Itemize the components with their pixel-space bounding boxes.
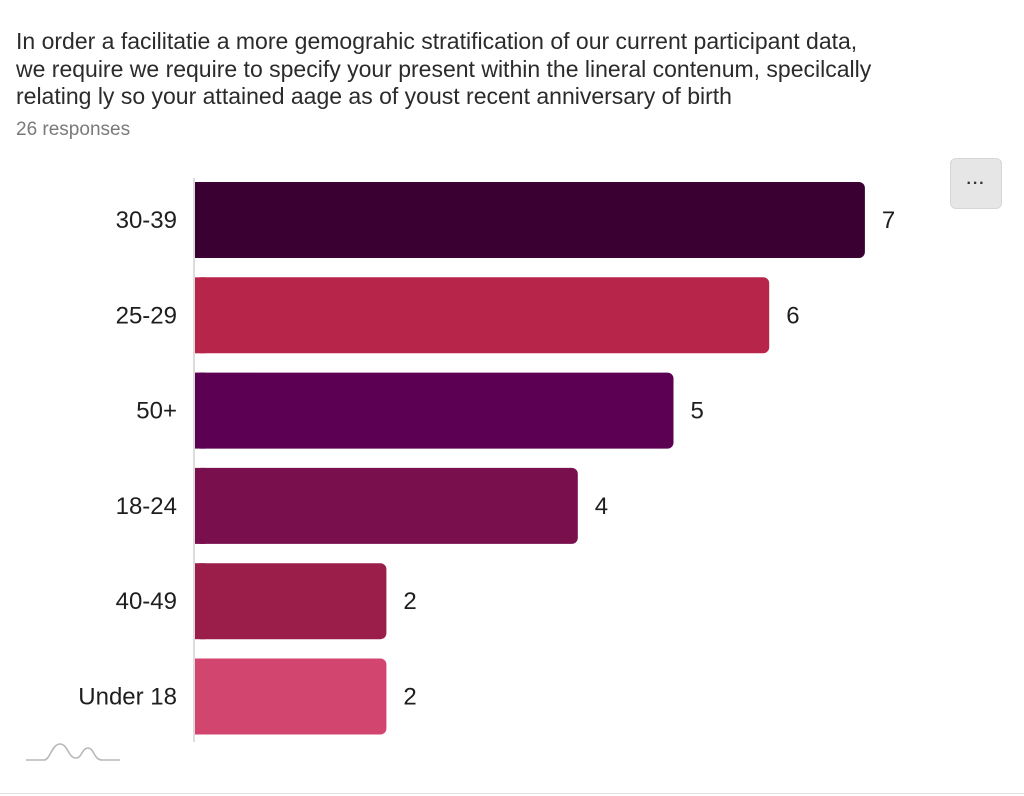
bar-edge-25-29 [195,277,205,354]
value-label-18-24: 4 [595,493,608,520]
bar-edge-40-49 [195,563,205,640]
category-label-25-29: 25-29 [116,302,177,329]
bar-edge-under-18 [195,658,205,735]
question-line-2: we require we require to specify your pr… [16,55,872,82]
value-label-50: 5 [691,398,704,425]
response-count: 26 responses [16,119,131,140]
bar-under-18 [195,658,387,735]
bar-25-29 [195,277,770,354]
bar-edge-30-39 [195,182,205,258]
category-label-18-24: 18-24 [116,493,177,520]
bar-18-24 [195,467,578,544]
bar-50 [195,372,674,449]
value-label-30-39: 7 [882,207,895,234]
ellipsis-icon: ··· [966,174,986,192]
category-label-under-18: Under 18 [78,684,177,711]
category-label-30-39: 30-39 [116,207,177,234]
more-options-button[interactable]: ··· [950,158,1002,209]
bar-40-49 [195,563,387,640]
bar-30-39 [195,182,865,258]
question-text: In order a facilitatie a more gemograhic… [16,28,976,111]
bar-edge-50 [195,372,205,449]
wave-logo-icon [26,743,120,761]
value-label-40-49: 2 [403,588,416,615]
value-label-under-18: 2 [403,684,416,711]
question-line-1: In order a facilitatie a more gemograhic… [16,28,858,54]
category-label-50: 50+ [136,398,177,425]
question-line-3: relating ly so your attained aage as of … [16,83,732,109]
category-label-40-49: 40-49 [116,588,177,615]
bar-edge-18-24 [195,467,205,544]
value-label-25-29: 6 [786,302,799,329]
bars-group: 30-39 7 25-29 6 50+ 5 18-24 4 40-49 2 Under 18 2 [78,182,895,735]
bottom-divider [0,793,1024,794]
